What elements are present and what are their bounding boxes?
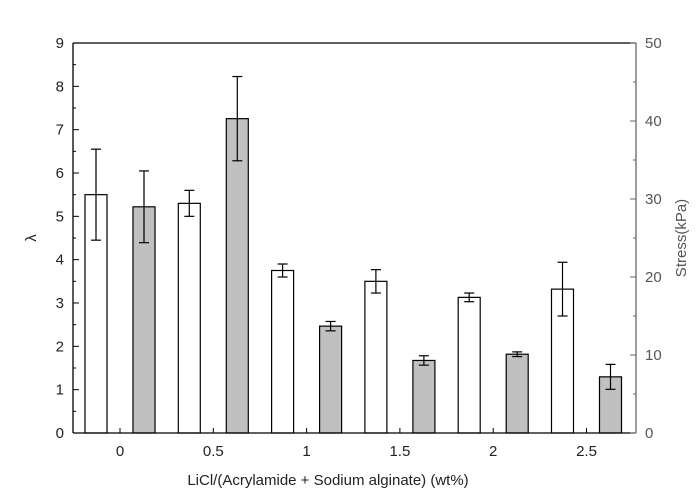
x-tick-label-0.5: 0.5: [203, 443, 224, 460]
y-axis-left-title: λ: [23, 234, 40, 242]
y-right-tick-label-50: 50: [645, 35, 662, 52]
y-left-tick-label-4: 4: [56, 252, 64, 269]
y-left-tick-label-7: 7: [56, 122, 64, 139]
bar-lambda-1.5: [364, 280, 388, 434]
x-tick-label-2.5: 2.5: [576, 443, 597, 460]
bar-stress-1: [319, 325, 343, 434]
axes-layer: [72, 42, 637, 434]
y-left-tick-label-2: 2: [56, 338, 64, 355]
x-tick-label-1: 1: [302, 443, 310, 460]
y-right-tick-label-20: 20: [645, 269, 662, 286]
y-left-tick-label-8: 8: [56, 78, 64, 95]
bar-stress-0.5: [225, 118, 249, 434]
bar-stress-2: [505, 353, 529, 434]
y-right-tick-label-10: 10: [645, 347, 662, 364]
y-left-tick-label-5: 5: [56, 208, 64, 225]
x-tick-label-1.5: 1.5: [389, 443, 410, 460]
y-left-tick-label-6: 6: [56, 165, 64, 182]
x-axis-title: LiCl/(Acrylamide + Sodium alginate) (wt%…: [187, 472, 468, 489]
bar-stress-1.5: [412, 359, 436, 434]
x-tick-label-0: 0: [116, 443, 124, 460]
bars-layer: [84, 75, 623, 434]
y-right-tick-label-30: 30: [645, 191, 662, 208]
bar-lambda-2: [457, 296, 481, 434]
y-left-tick-label-9: 9: [56, 35, 64, 52]
y-axis-right-title: Stress(kPa): [673, 199, 690, 277]
y-left-tick-label-1: 1: [56, 382, 64, 399]
y-right-tick-label-0: 0: [645, 425, 653, 442]
y-right-tick-label-40: 40: [645, 113, 662, 130]
bar-lambda-1: [271, 269, 295, 434]
x-tick-label-2: 2: [489, 443, 497, 460]
y-left-tick-label-0: 0: [56, 425, 64, 442]
bar-lambda-0.5: [177, 202, 201, 434]
labels-layer: 0 0.5 1 1.5 2 2.5 0 1 2 3 4 5 6 7 8 9 0 10 20 30 40 50: [56, 35, 662, 460]
y-left-tick-label-3: 3: [56, 295, 64, 312]
